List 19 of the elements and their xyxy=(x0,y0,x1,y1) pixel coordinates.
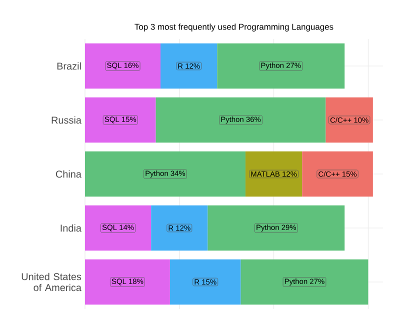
bar xyxy=(208,205,345,251)
bar xyxy=(85,259,170,305)
bar xyxy=(85,151,246,197)
bar xyxy=(240,259,368,305)
y-tick-label: India xyxy=(60,224,82,232)
chart-title: Top 3 most frequently used Programming Languages xyxy=(134,24,334,32)
y-tick-label: Russia xyxy=(52,116,82,124)
bar xyxy=(302,151,373,197)
y-tick-label: Brazil xyxy=(57,62,81,70)
bar xyxy=(170,259,241,305)
bar xyxy=(217,43,345,89)
y-tick-label: China xyxy=(56,170,82,178)
bar xyxy=(160,43,218,89)
y-tick-label: United States of America xyxy=(22,272,82,292)
bar xyxy=(85,43,161,89)
bar xyxy=(156,97,326,143)
bar xyxy=(85,97,156,143)
bar xyxy=(151,205,208,251)
bar xyxy=(85,205,152,251)
